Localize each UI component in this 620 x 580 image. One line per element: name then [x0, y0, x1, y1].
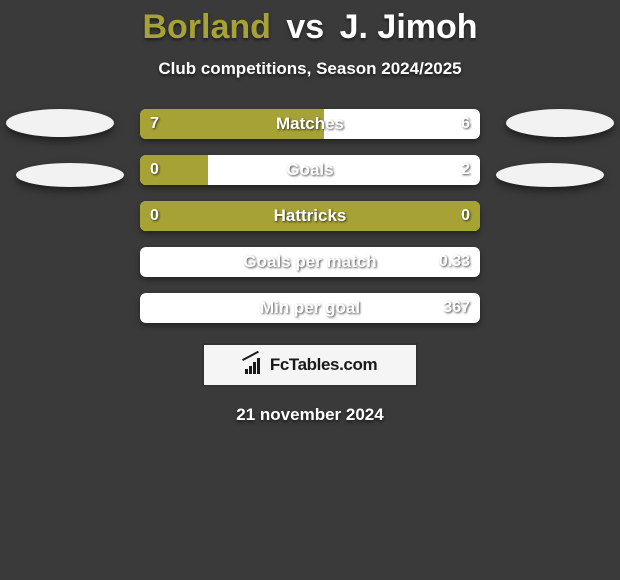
stats-comparison-card: Borland vs J. Jimoh Club competitions, S…	[0, 0, 620, 580]
stat-value-player1: 0	[150, 201, 159, 231]
player2-avatar-1	[506, 109, 614, 137]
stat-label: Min per goal	[140, 293, 480, 323]
title-separator: vs	[286, 8, 324, 46]
stat-row: Hattricks0 0	[140, 201, 480, 231]
stat-label: Goals	[140, 155, 480, 185]
chart-icon	[243, 356, 265, 374]
brand-box[interactable]: FcTables.com	[202, 343, 418, 387]
stat-row: Goals per match0.33	[140, 247, 480, 277]
stat-value-player1: 7	[150, 109, 159, 139]
player1-avatar-2	[16, 163, 124, 187]
player2-avatar-2	[496, 163, 604, 187]
brand-text: FcTables.com	[270, 355, 377, 375]
subtitle: Club competitions, Season 2024/2025	[0, 59, 620, 79]
stat-value-player2: 6	[461, 109, 470, 139]
stat-value-player1: 0	[150, 155, 159, 185]
content-area: Matches76Goals02Hattricks00Goals per mat…	[0, 109, 620, 323]
stat-label: Matches	[140, 109, 480, 139]
stat-row: Min per goal367	[140, 293, 480, 323]
date-label: 21 november 2024	[0, 405, 620, 425]
stat-value-player2: 0	[461, 201, 470, 231]
stat-row: Matches7 6	[140, 109, 480, 139]
comparison-title: Borland vs J. Jimoh	[0, 0, 620, 47]
stat-value-player2: 0.33	[439, 247, 470, 277]
player1-avatar-1	[6, 109, 114, 137]
player2-name: J. Jimoh	[340, 8, 478, 46]
stat-label: Goals per match	[140, 247, 480, 277]
stat-value-player2: 367	[443, 293, 470, 323]
stat-value-player2: 2	[461, 155, 470, 185]
player1-name: Borland	[142, 8, 270, 46]
stat-row: Goals0 2	[140, 155, 480, 185]
stat-bars: Matches76Goals02Hattricks00Goals per mat…	[140, 109, 480, 323]
stat-label: Hattricks	[140, 201, 480, 231]
